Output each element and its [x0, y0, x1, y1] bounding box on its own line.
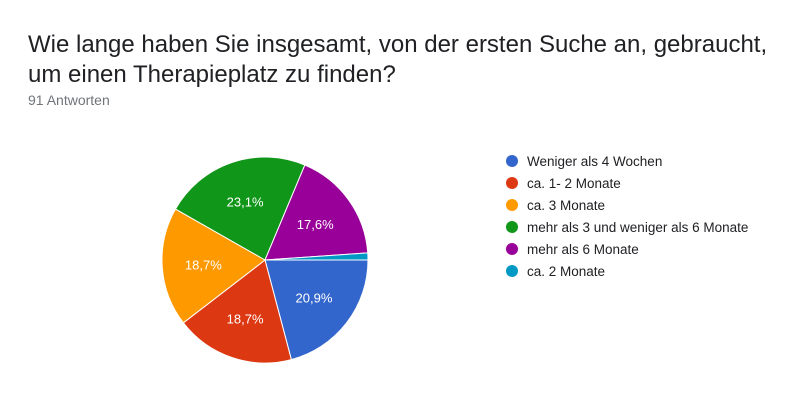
legend-swatch — [506, 265, 518, 277]
chart-legend: Weniger als 4 Wochen ca. 1- 2 Monate ca. 3… — [506, 150, 748, 282]
slice-percent-label: 20,9% — [296, 291, 333, 306]
pie-chart: 20,9% 18,7% 18,7% 23,1% 17,6% — [161, 156, 369, 364]
slice-percent-label: 18,7% — [227, 312, 264, 327]
legend-label: ca. 3 Monate — [527, 197, 606, 213]
slice-percent-label: 17,6% — [297, 217, 334, 232]
slice-percent-label: 18,7% — [185, 257, 222, 272]
legend-label: mehr als 6 Monate — [527, 241, 639, 257]
legend-label: ca. 2 Monate — [527, 263, 606, 279]
legend-label: mehr als 3 und weniger als 6 Monate — [527, 219, 749, 235]
legend-item[interactable]: mehr als 6 Monate — [506, 238, 748, 260]
legend-swatch — [506, 155, 518, 167]
legend-swatch — [506, 199, 518, 211]
pie-slice[interactable] — [264, 164, 369, 261]
question-title: Wie lange haben Sie insgesamt, von der e… — [28, 31, 768, 88]
slice-percent-label: 23,1% — [227, 194, 264, 209]
response-count: 91 Antworten — [28, 92, 110, 108]
pie-slice[interactable] — [182, 259, 292, 364]
pie-slice[interactable] — [161, 208, 266, 324]
legend-swatch — [506, 221, 518, 233]
legend-swatch — [506, 243, 518, 255]
legend-label: Weniger als 4 Wochen — [527, 153, 663, 169]
legend-item[interactable]: ca. 2 Monate — [506, 260, 748, 282]
legend-label: ca. 1- 2 Monate — [527, 175, 621, 191]
legend-item[interactable]: Weniger als 4 Wochen — [506, 150, 748, 172]
legend-item[interactable]: ca. 3 Monate — [506, 194, 748, 216]
pie-slice[interactable] — [174, 156, 306, 261]
legend-swatch — [506, 177, 518, 189]
pie-slice[interactable] — [264, 252, 369, 261]
pie-slice[interactable] — [264, 259, 369, 361]
legend-item[interactable]: mehr als 3 und weniger als 6 Monate — [506, 216, 748, 238]
legend-item[interactable]: ca. 1- 2 Monate — [506, 172, 748, 194]
